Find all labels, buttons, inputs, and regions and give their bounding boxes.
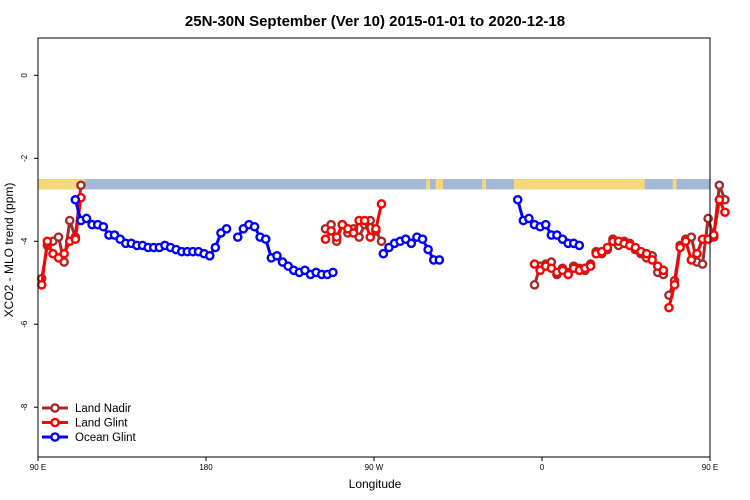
data-point	[680, 236, 691, 247]
data-point	[703, 213, 713, 224]
y-axis: 0 -2 -4 -6 -8	[20, 73, 38, 411]
data-point	[574, 240, 585, 251]
data-point	[708, 230, 719, 240]
data-point	[232, 232, 243, 242]
data-point	[376, 199, 387, 209]
data-point	[529, 259, 540, 269]
data-point	[260, 234, 271, 245]
data-point	[328, 267, 338, 278]
x-tick-label: 90 E	[702, 463, 718, 472]
legend: Land Nadir Land Glint Ocean Glint	[42, 403, 137, 444]
y-tick-label: -8	[20, 403, 29, 411]
data-point	[221, 224, 232, 234]
data-point	[36, 280, 47, 290]
y-axis-label: XCO2 - MLO trend (ppm)	[2, 183, 16, 318]
land-band-segment	[514, 179, 645, 190]
x-tick-label: 0	[540, 463, 545, 472]
legend-swatch-marker	[50, 403, 60, 413]
x-tick-label: 180	[199, 463, 213, 472]
data-point	[326, 226, 336, 236]
data-point	[70, 234, 81, 245]
y-tick-label: -4	[20, 237, 29, 245]
data-point	[697, 259, 708, 269]
legend-label: Land Nadir	[75, 403, 131, 415]
data-point	[417, 234, 428, 245]
land-band-segment	[435, 179, 444, 190]
data-point	[585, 261, 596, 271]
data-point	[272, 250, 282, 261]
data-point	[98, 221, 109, 232]
data-point	[563, 269, 573, 280]
data-point	[378, 248, 389, 259]
legend-swatch-marker	[50, 417, 60, 428]
data-point	[675, 242, 685, 253]
data-point	[720, 207, 730, 218]
data-point	[76, 180, 86, 191]
series-layer	[36, 180, 730, 313]
data-point	[42, 236, 53, 247]
data-point	[540, 219, 551, 230]
data-point	[331, 232, 342, 242]
land-band-segment	[672, 179, 677, 190]
land-band-segment	[38, 179, 85, 190]
data-point	[348, 228, 359, 238]
ocean-band	[38, 179, 710, 190]
x-axis: 90 E 180 90 W 0 90 E	[30, 457, 718, 472]
x-axis-label: Longitude	[349, 477, 402, 491]
data-point	[669, 280, 680, 290]
data-point	[406, 238, 417, 249]
series-land-glint	[36, 192, 730, 313]
data-point	[512, 194, 523, 205]
legend-item: Ocean Glint	[42, 432, 137, 444]
data-point	[81, 213, 92, 224]
data-point	[70, 194, 81, 205]
data-point	[365, 232, 376, 242]
chart-title: 25N-30N September (Ver 10) 2015-01-01 to…	[185, 13, 565, 30]
land-band-segment	[482, 179, 486, 190]
legend-item: Land Nadir	[42, 403, 131, 415]
data-point	[359, 215, 370, 226]
data-point	[371, 224, 381, 234]
x-tick-label: 90 E	[30, 463, 46, 472]
data-point	[524, 213, 534, 224]
data-point	[641, 248, 652, 259]
data-point	[647, 255, 657, 265]
data-point	[529, 280, 540, 290]
data-point	[204, 250, 215, 261]
series-ocean-glint	[70, 194, 585, 280]
y-tick-label: -2	[20, 154, 29, 162]
y-tick-label: 0	[20, 73, 29, 78]
data-point	[53, 232, 64, 242]
data-point	[210, 242, 221, 253]
legend-label: Ocean Glint	[75, 432, 137, 444]
data-point	[249, 221, 260, 232]
data-point	[434, 255, 445, 265]
legend-label: Land Glint	[75, 418, 128, 430]
legend-item: Land Glint	[42, 418, 128, 430]
x-tick-label: 90 W	[365, 463, 384, 472]
data-point	[714, 180, 725, 191]
data-point	[692, 248, 702, 259]
data-point	[59, 248, 69, 259]
data-point	[376, 236, 387, 247]
data-point	[320, 234, 331, 245]
land-band-segment	[426, 179, 430, 190]
data-point	[664, 302, 674, 313]
legend-swatch-marker	[50, 432, 60, 442]
data-point	[658, 265, 669, 276]
land-ocean-band	[38, 179, 710, 190]
data-point	[64, 215, 75, 226]
data-point	[714, 194, 725, 205]
data-point	[423, 244, 433, 255]
y-tick-label: -6	[20, 320, 29, 328]
data-point	[686, 255, 697, 265]
data-point	[602, 242, 613, 253]
